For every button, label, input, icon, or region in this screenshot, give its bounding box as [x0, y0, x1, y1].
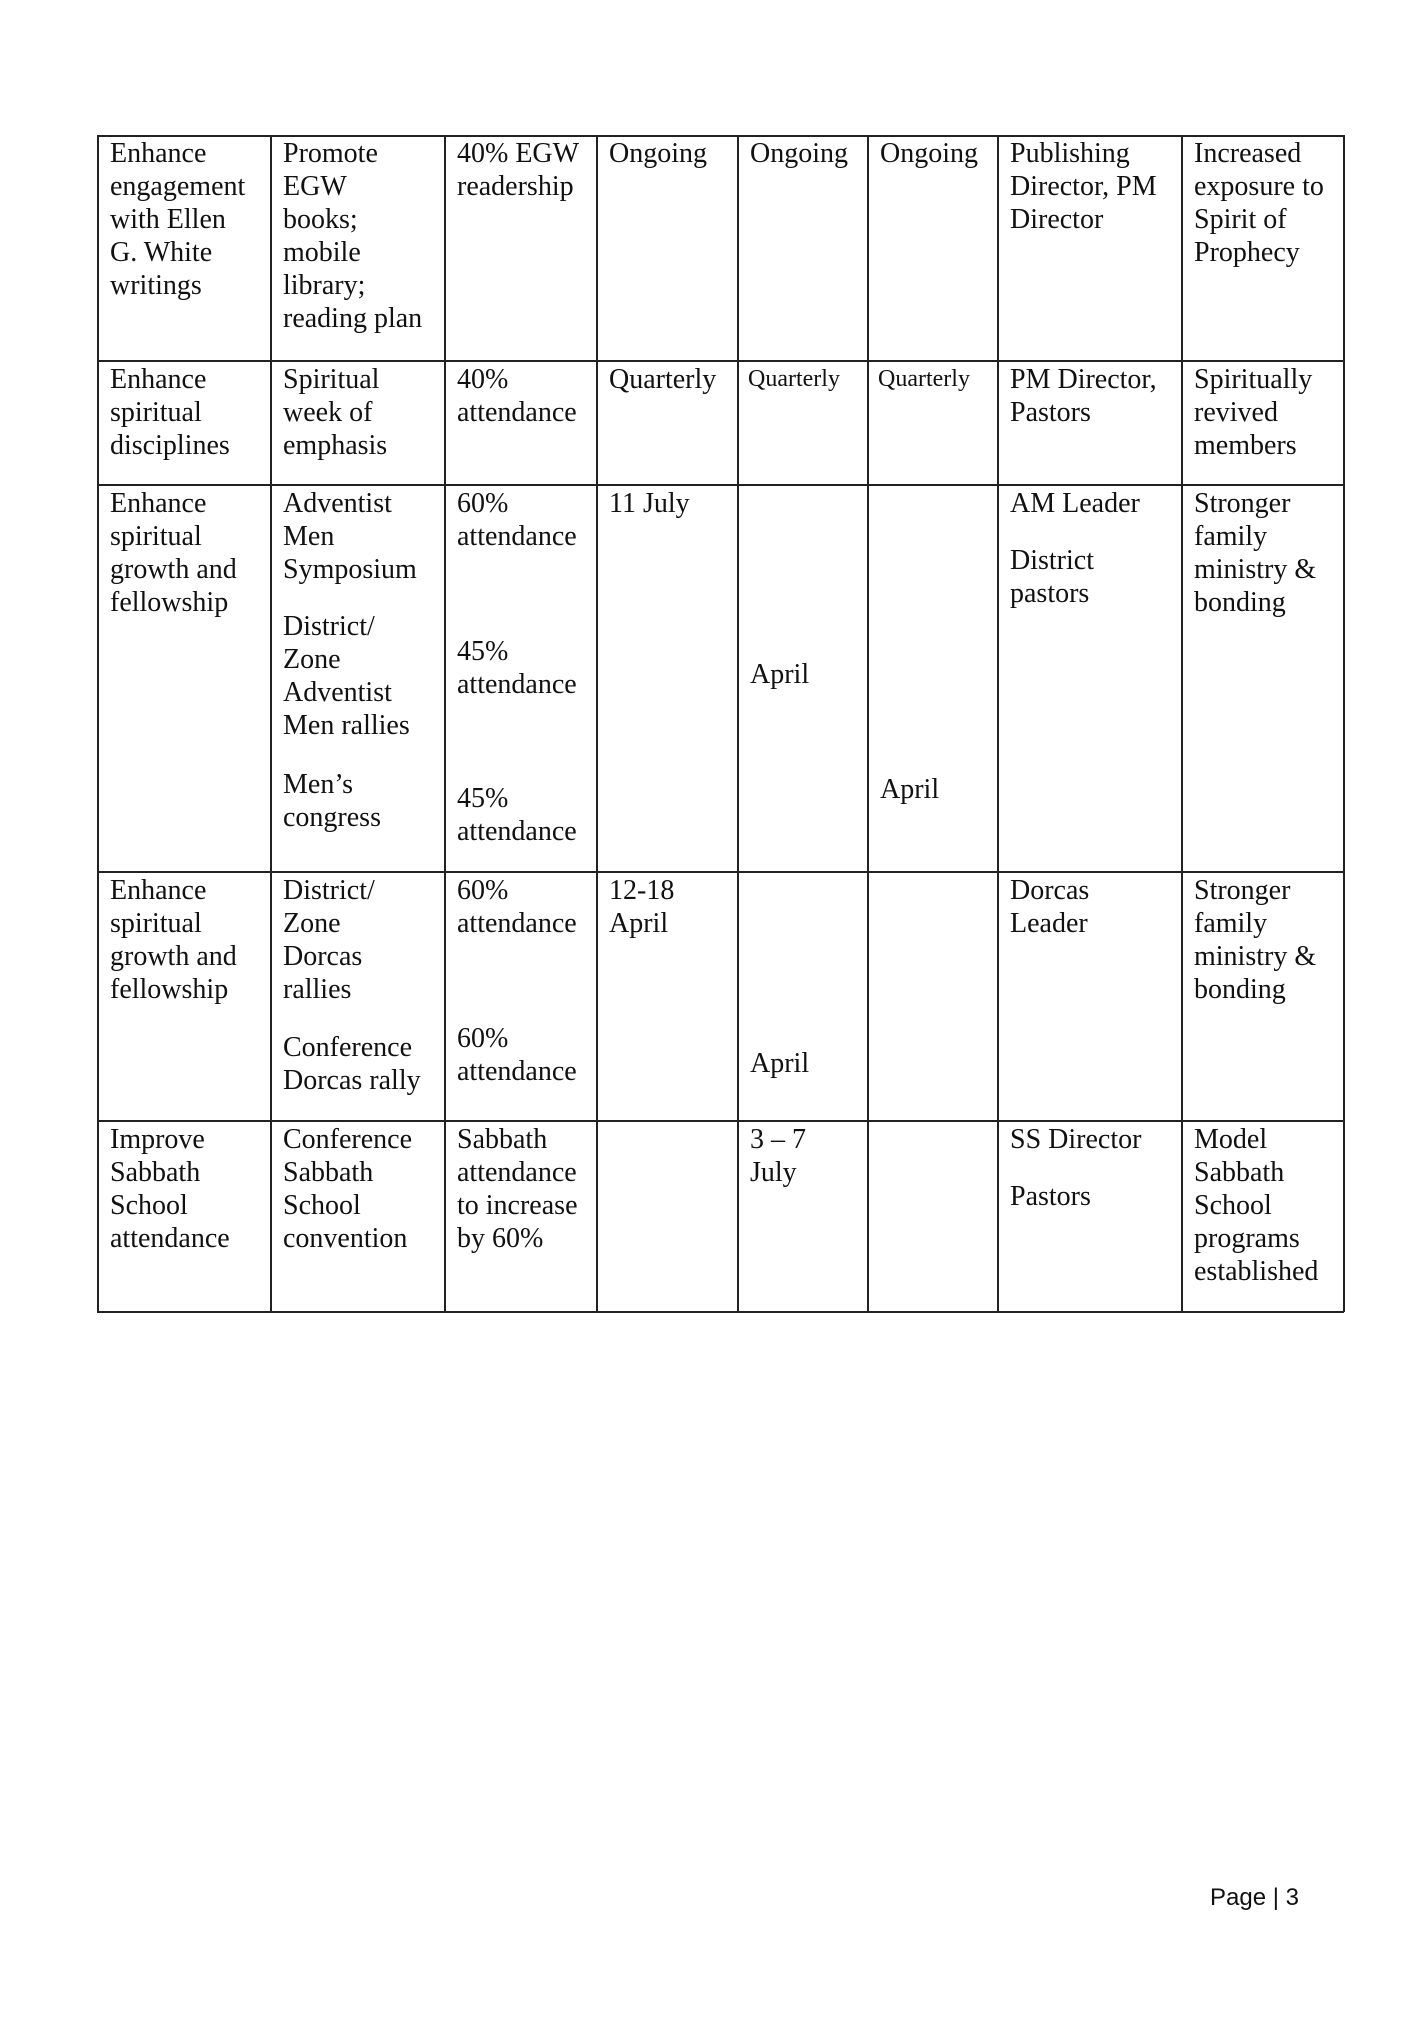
column-divider: [1181, 135, 1183, 1312]
outcome-cell: Stronger family ministry & bonding: [1194, 875, 1317, 1005]
objective-cell: Enhance engagement with Ellen G. White w…: [110, 138, 246, 301]
target-cell: Sabbath attendance to increase by 60%: [457, 1124, 578, 1254]
column-divider: [596, 135, 598, 1312]
activity-cell: Spiritual week of emphasis: [283, 364, 388, 461]
outcome-cell: Model Sabbath School programs establishe…: [1194, 1124, 1319, 1287]
column-divider: [997, 135, 999, 1312]
row-divider: [97, 1120, 1344, 1122]
objective-cell: Enhance spiritual growth and fellowship: [110, 875, 237, 1005]
activity-cell: District/ Zone Adventist Men rallies: [283, 611, 410, 741]
responsible-cell: AM Leader: [1010, 488, 1140, 519]
responsible-cell: PM Director, Pastors: [1010, 364, 1157, 428]
target-cell: 45% attendance: [457, 636, 577, 700]
target-cell: 60% attendance: [457, 1023, 577, 1087]
timeline-cell: Ongoing: [880, 138, 978, 169]
target-cell: 40% EGW readership: [457, 138, 580, 202]
outcome-cell: Stronger family ministry & bonding: [1194, 488, 1317, 618]
target-cell: 40% attendance: [457, 364, 577, 428]
outcome-cell: Increased exposure to Spirit of Prophecy: [1194, 138, 1324, 268]
activity-cell: Promote EGW books; mobile library; readi…: [283, 138, 423, 334]
column-divider: [737, 135, 739, 1312]
table-border: [1343, 135, 1345, 1312]
timeline-cell: Quarterly: [878, 366, 970, 392]
row-divider: [97, 871, 1344, 873]
timeline-cell: April: [750, 1048, 810, 1079]
table-border: [97, 135, 1344, 137]
column-divider: [270, 135, 272, 1312]
responsible-cell: District pastors: [1010, 545, 1094, 609]
timeline-cell: April: [750, 659, 810, 690]
row-divider: [97, 360, 1344, 362]
target-cell: 60% attendance: [457, 488, 577, 552]
target-cell: 60% attendance: [457, 875, 577, 939]
timeline-cell: Quarterly: [748, 366, 840, 392]
page-number: Page | 3: [1210, 1884, 1299, 1911]
activity-cell: Conference Sabbath School convention: [283, 1124, 413, 1254]
target-cell: 45% attendance: [457, 783, 577, 847]
column-divider: [444, 135, 446, 1312]
timeline-cell: Ongoing: [750, 138, 848, 169]
responsible-cell: SS Director: [1010, 1124, 1142, 1155]
activity-cell: Men’s congress: [283, 769, 381, 833]
objective-cell: Enhance spiritual disciplines: [110, 364, 230, 461]
activity-cell: Adventist Men Symposium: [283, 488, 417, 585]
table-border: [97, 135, 99, 1312]
timeline-cell: 12-18 April: [609, 875, 675, 939]
timeline-cell: Ongoing: [609, 138, 707, 169]
column-divider: [867, 135, 869, 1312]
table-border: [97, 1311, 1344, 1313]
timeline-cell: 11 July: [609, 488, 690, 519]
responsible-cell: Pastors: [1010, 1181, 1091, 1212]
outcome-cell: Spiritually revived members: [1194, 364, 1313, 461]
objective-cell: Improve Sabbath School attendance: [110, 1124, 230, 1254]
responsible-cell: Dorcas Leader: [1010, 875, 1090, 939]
responsible-cell: Publishing Director, PM Director: [1010, 138, 1157, 235]
row-divider: [97, 484, 1344, 486]
timeline-cell: Quarterly: [609, 364, 717, 395]
timeline-cell: April: [880, 774, 940, 805]
activity-cell: Conference Dorcas rally: [283, 1032, 421, 1096]
activity-cell: District/ Zone Dorcas rallies: [283, 875, 375, 1005]
timeline-cell: 3 – 7 July: [750, 1124, 806, 1188]
objective-cell: Enhance spiritual growth and fellowship: [110, 488, 237, 618]
